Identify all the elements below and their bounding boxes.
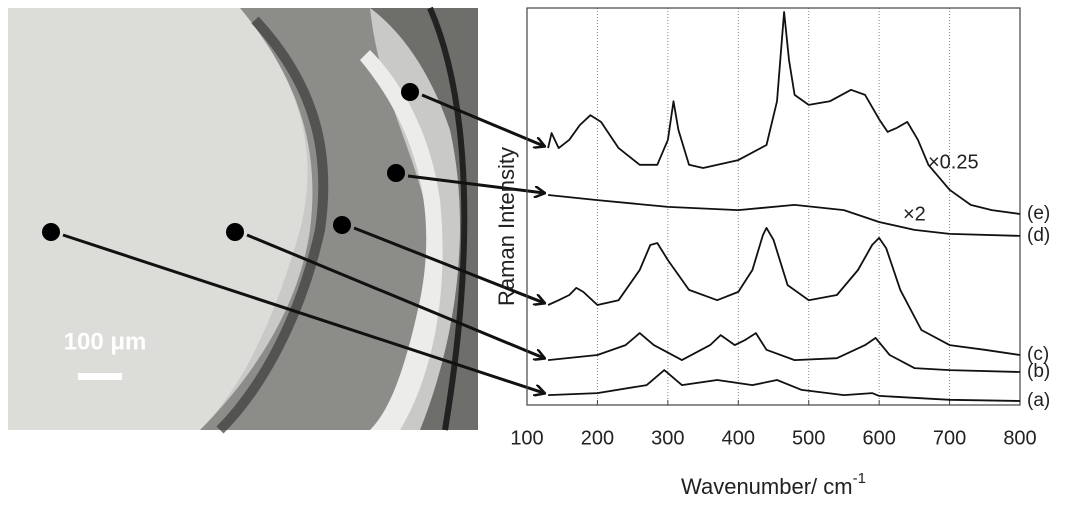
pointer-arrow <box>246 233 544 358</box>
pointer-arrow <box>407 174 544 193</box>
series-label: (a) <box>1027 390 1050 411</box>
pointer-arrow <box>421 93 544 146</box>
x-label-superscript: -1 <box>853 470 866 487</box>
annotation: ×2 <box>903 203 926 225</box>
spectrum <box>547 227 1021 356</box>
measurement-point <box>387 164 405 182</box>
series-label: (d) <box>1027 225 1050 246</box>
x-tick-label: 800 <box>1003 427 1036 449</box>
spectrum <box>548 332 1021 373</box>
x-tick-label: 200 <box>581 427 614 449</box>
measurement-point <box>333 216 351 234</box>
x-tick-label: 400 <box>722 427 755 449</box>
x-tick-label: 600 <box>862 427 895 449</box>
pointer-arrow <box>353 226 544 303</box>
spectrum <box>547 11 1021 215</box>
scale-bar <box>78 373 122 380</box>
x-tick-label: 300 <box>651 427 684 449</box>
spectrum <box>548 369 1021 402</box>
y-axis-label: Raman Intensity <box>494 147 519 306</box>
measurement-point <box>42 223 60 241</box>
measurement-point <box>401 83 419 101</box>
micrograph: 100 μm <box>8 6 478 434</box>
pointer-arrow <box>62 233 544 393</box>
x-tick-label: 500 <box>792 427 825 449</box>
measurement-point <box>226 223 244 241</box>
scale-bar-label: 100 μm <box>64 328 147 355</box>
spectrum <box>548 194 1021 237</box>
x-label-text: Wavenumber/ cm <box>681 474 853 499</box>
x-tick-label: 100 <box>510 427 543 449</box>
series-label: (b) <box>1027 361 1050 382</box>
series-label: (e) <box>1027 203 1050 224</box>
pointers <box>42 83 544 393</box>
series-label: (c) <box>1027 344 1049 365</box>
x-axis-label: Wavenumber/ cm-1 <box>681 470 866 499</box>
annotation: ×0.25 <box>928 151 979 173</box>
plot-frame <box>526 7 1021 406</box>
x-tick-label: 700 <box>933 427 966 449</box>
